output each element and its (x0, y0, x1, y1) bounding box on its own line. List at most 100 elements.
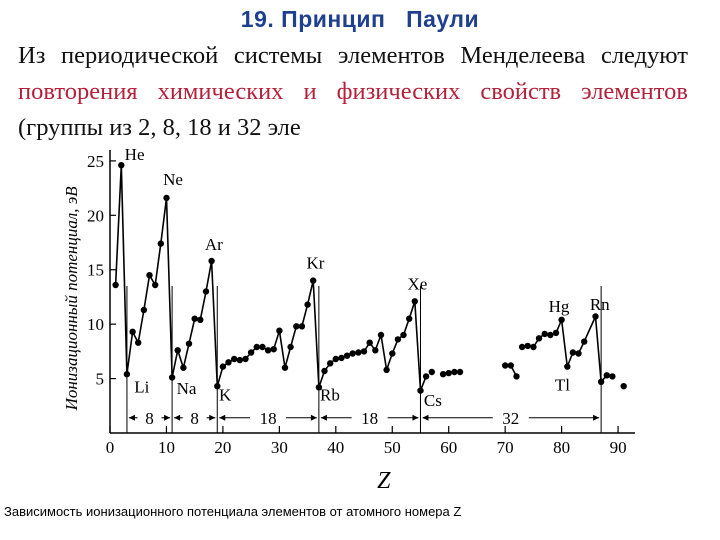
data-point (298, 323, 306, 330)
element-label: Rb (320, 385, 340, 404)
data-point (242, 355, 249, 363)
data-point (564, 363, 571, 370)
data-point (552, 329, 560, 337)
data-point (208, 257, 215, 265)
period-bracket-arrow (412, 414, 419, 421)
data-point (547, 331, 554, 339)
ionization-chart: 0 10 20 30 40 50 60 70 80 90 5 10 15 20 25 Z Ионизационн… (62, 145, 640, 503)
data-point (129, 328, 136, 335)
data-point (321, 367, 328, 375)
data-point (400, 331, 407, 339)
period-length-label: 18 (260, 409, 277, 428)
y-tick-label: 15 (87, 261, 104, 280)
element-label: Li (134, 378, 149, 397)
period-length-label: 18 (361, 409, 378, 428)
data-point (152, 281, 159, 289)
element-label: Ne (163, 170, 183, 189)
element-label: Ar (205, 235, 223, 254)
data-point (592, 313, 599, 320)
data-point (202, 288, 210, 295)
element-label: Tl (555, 376, 570, 395)
data-point (270, 346, 277, 353)
data-point (451, 368, 458, 376)
data-point (349, 350, 356, 357)
data-point (343, 352, 351, 359)
data-point (558, 316, 565, 323)
data-point (281, 364, 289, 371)
y-tick-label: 10 (87, 315, 104, 334)
element-label: Hg (549, 297, 570, 316)
data-point (581, 338, 588, 345)
element-label: Kr (306, 254, 324, 273)
x-tick-label: 60 (440, 438, 457, 457)
x-tick-label: 50 (384, 438, 401, 457)
element-label: Cs (424, 391, 442, 410)
data-point (502, 362, 509, 369)
period-bracket-arrow (593, 414, 600, 421)
data-point (445, 369, 452, 377)
y-tick-label: 20 (87, 206, 104, 225)
data-point (157, 240, 164, 247)
data-point (575, 350, 582, 357)
data-point (310, 277, 317, 284)
element-label: Rn (590, 295, 610, 314)
element-label: Xe (408, 274, 428, 293)
data-point (146, 272, 153, 279)
data-point (112, 281, 119, 289)
data-point (163, 194, 170, 202)
y-tick-label: 5 (96, 370, 105, 389)
data-point (219, 363, 227, 370)
data-point (118, 162, 125, 169)
data-point (197, 316, 204, 323)
data-point (174, 347, 181, 354)
x-tick-label: 40 (327, 438, 344, 457)
data-point (304, 301, 311, 308)
data-point (597, 378, 605, 385)
data-point (231, 355, 238, 363)
period-bracket-arrow (310, 414, 317, 421)
data-point (620, 383, 627, 390)
data-point (293, 323, 300, 330)
data-point (603, 372, 610, 379)
data-point (366, 339, 373, 346)
y-tick-label: 25 (87, 152, 104, 171)
period-bracket-arrow (174, 414, 181, 421)
data-point (422, 373, 430, 380)
data-point (530, 343, 537, 351)
data-point (180, 364, 187, 371)
period-length-label: 32 (502, 409, 519, 428)
data-point (411, 298, 418, 305)
data-point (609, 373, 616, 380)
data-point (569, 349, 577, 356)
data-point (247, 349, 255, 356)
data-point (456, 368, 464, 376)
data-point (535, 335, 543, 342)
period-bracket-arrow (219, 414, 226, 421)
x-tick-label: 80 (553, 438, 570, 457)
element-label: Na (177, 379, 197, 398)
body-text-highlight: повторения химических и физических свойс… (18, 78, 688, 105)
data-point (135, 339, 142, 346)
data-point (377, 331, 385, 339)
data-point (236, 356, 243, 364)
data-point (513, 373, 520, 380)
data-point (417, 387, 424, 394)
element-label: He (125, 148, 145, 164)
data-point (214, 383, 221, 390)
data-point (332, 355, 339, 363)
slide-title: 19. Принцип Паули (240, 6, 480, 32)
x-tick-label: 20 (214, 438, 231, 457)
data-point (428, 368, 435, 376)
period-length-label: 8 (190, 409, 199, 428)
x-tick-label: 90 (610, 438, 627, 457)
data-point (541, 330, 548, 338)
data-point (383, 366, 390, 374)
data-point (168, 374, 176, 381)
data-point (327, 360, 334, 367)
period-bracket-arrow (320, 414, 327, 421)
body-text-prefix: Из периодической системы элементов Менде… (18, 42, 688, 69)
data-point (264, 347, 272, 354)
data-point (259, 343, 266, 351)
data-point (355, 349, 362, 356)
data-point (140, 306, 148, 314)
